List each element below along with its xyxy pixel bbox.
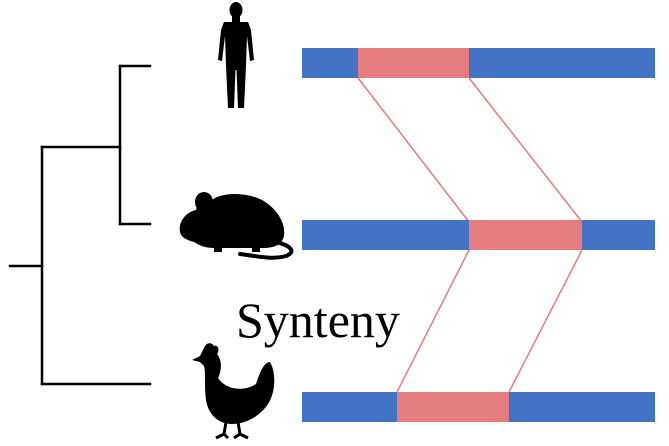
chromosome-human <box>302 48 655 78</box>
link-human-mouse-right <box>468 77 583 223</box>
chromosome-chicken <box>302 392 655 422</box>
link-mouse-chicken-left <box>396 249 470 393</box>
chromosome-bar <box>302 48 655 78</box>
chicken-silhouette-icon <box>192 343 275 440</box>
mouse-silhouette-icon <box>179 192 294 260</box>
link-mouse-chicken-right <box>508 249 583 393</box>
syntenic-block <box>397 392 509 422</box>
human-silhouette-icon <box>218 2 254 108</box>
synteny-label: Synteny <box>236 292 400 348</box>
chromosome-mouse <box>302 220 655 250</box>
syntenic-block <box>358 48 469 78</box>
link-human-mouse-left <box>357 77 470 223</box>
syntenic-block <box>469 220 582 250</box>
synteny-links <box>357 77 583 393</box>
phylogenetic-tree <box>8 64 152 386</box>
